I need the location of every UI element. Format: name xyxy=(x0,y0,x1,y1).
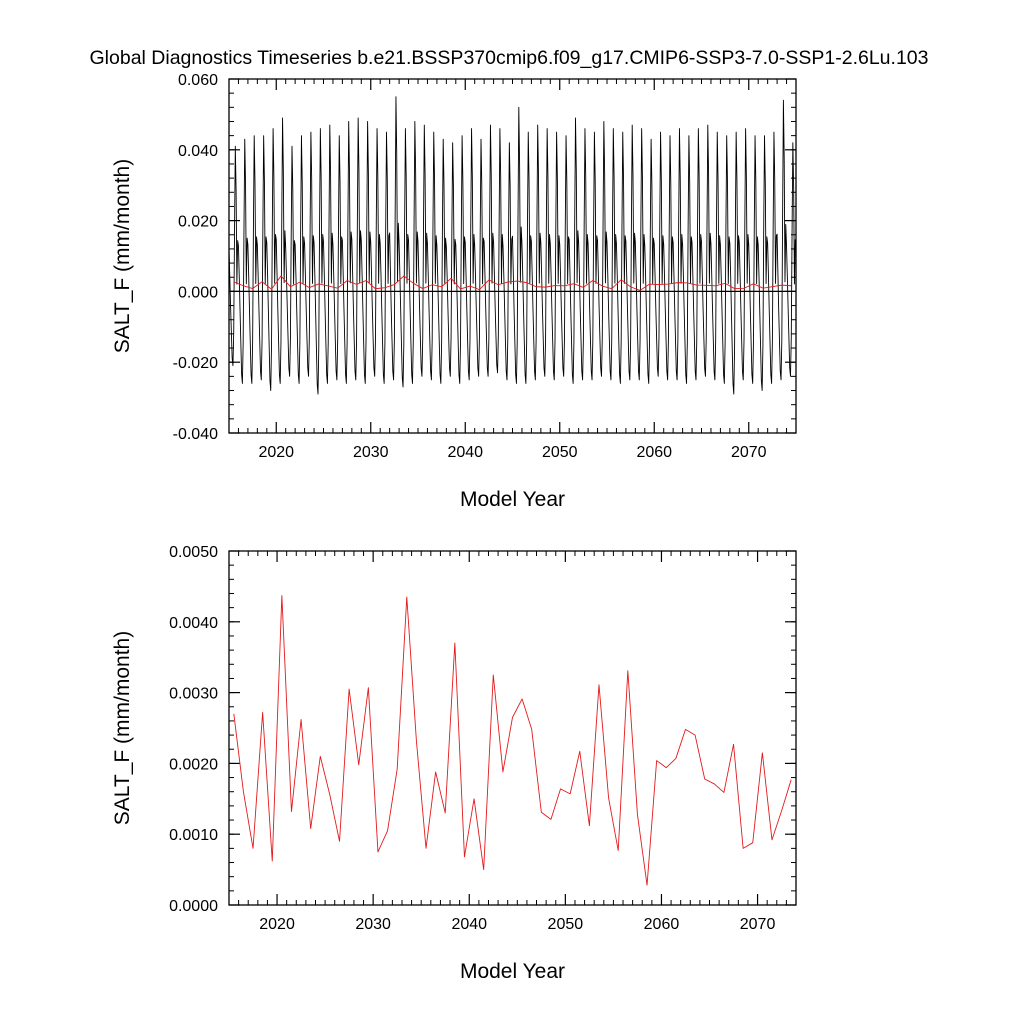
chart-monthly-x-axis-label: Model Year xyxy=(460,488,565,511)
chart-annual-plot-area xyxy=(233,595,792,886)
chart-annual-x-tick-label: 2040 xyxy=(451,916,487,933)
chart-monthly-x-tick-label: 2070 xyxy=(731,444,767,461)
chart-annual-y-tick-label: 0.0040 xyxy=(169,615,218,632)
chart-annual-series-line-annual xyxy=(233,595,792,886)
chart-annual-x-tick-label: 2050 xyxy=(548,916,584,933)
chart-monthly-series-line-monthly xyxy=(229,96,796,395)
chart-monthly-y-tick-label: 0.020 xyxy=(178,214,218,231)
chart-monthly-y-tick-label: 0.000 xyxy=(178,284,218,301)
chart-annual-y-tick-label: 0.0020 xyxy=(169,756,218,773)
chart-annual-y-tick-label: 0.0050 xyxy=(169,544,218,561)
chart-monthly-y-axis-label: SALT_F (mm/month) xyxy=(111,159,134,353)
chart-annual-x-tick-label: 2020 xyxy=(259,916,295,933)
chart-monthly-y-tick-label: -0.020 xyxy=(173,355,218,372)
chart-annual-x-tick-label: 2060 xyxy=(644,916,680,933)
chart-monthly-y-tick-label: 0.060 xyxy=(178,72,218,89)
chart-annual-panel: 2020 2030 2040 2050 2060 2070 0.0000 0.0010 0.00… xyxy=(111,544,797,983)
chart-monthly-x-tick-label: 2030 xyxy=(353,444,389,461)
chart-monthly-panel: 2020 2030 2040 2050 2060 2070 -0.040 -0.020 0.00… xyxy=(111,72,797,511)
chart-monthly-plot-area xyxy=(229,96,796,395)
figure-title: Global Diagnostics Timeseries b.e21.BSSP… xyxy=(90,47,929,69)
chart-monthly-x-tick-label: 2040 xyxy=(447,444,483,461)
chart-annual-y-tick-label: 0.0010 xyxy=(169,827,218,844)
chart-monthly-x-tick-label: 2020 xyxy=(258,444,294,461)
chart-annual-x-axis-label: Model Year xyxy=(460,960,565,983)
chart-annual-x-tick-label: 2070 xyxy=(740,916,776,933)
chart-annual-x-tick-label: 2030 xyxy=(355,916,391,933)
chart-monthly-y-tick-label: 0.040 xyxy=(178,143,218,160)
chart-monthly-frame xyxy=(228,78,797,434)
chart-monthly-x-tick-label: 2050 xyxy=(542,444,578,461)
chart-monthly-series-line-annual xyxy=(233,275,792,291)
chart-annual-y-tick-label: 0.0000 xyxy=(169,898,218,915)
chart-annual-frame xyxy=(228,550,797,906)
chart-monthly-y-tick-label: -0.040 xyxy=(173,426,218,443)
chart-annual-y-axis-label: SALT_F (mm/month) xyxy=(111,631,134,825)
chart-annual-y-tick-label: 0.0030 xyxy=(169,686,218,703)
chart-monthly-x-tick-label: 2060 xyxy=(636,444,672,461)
